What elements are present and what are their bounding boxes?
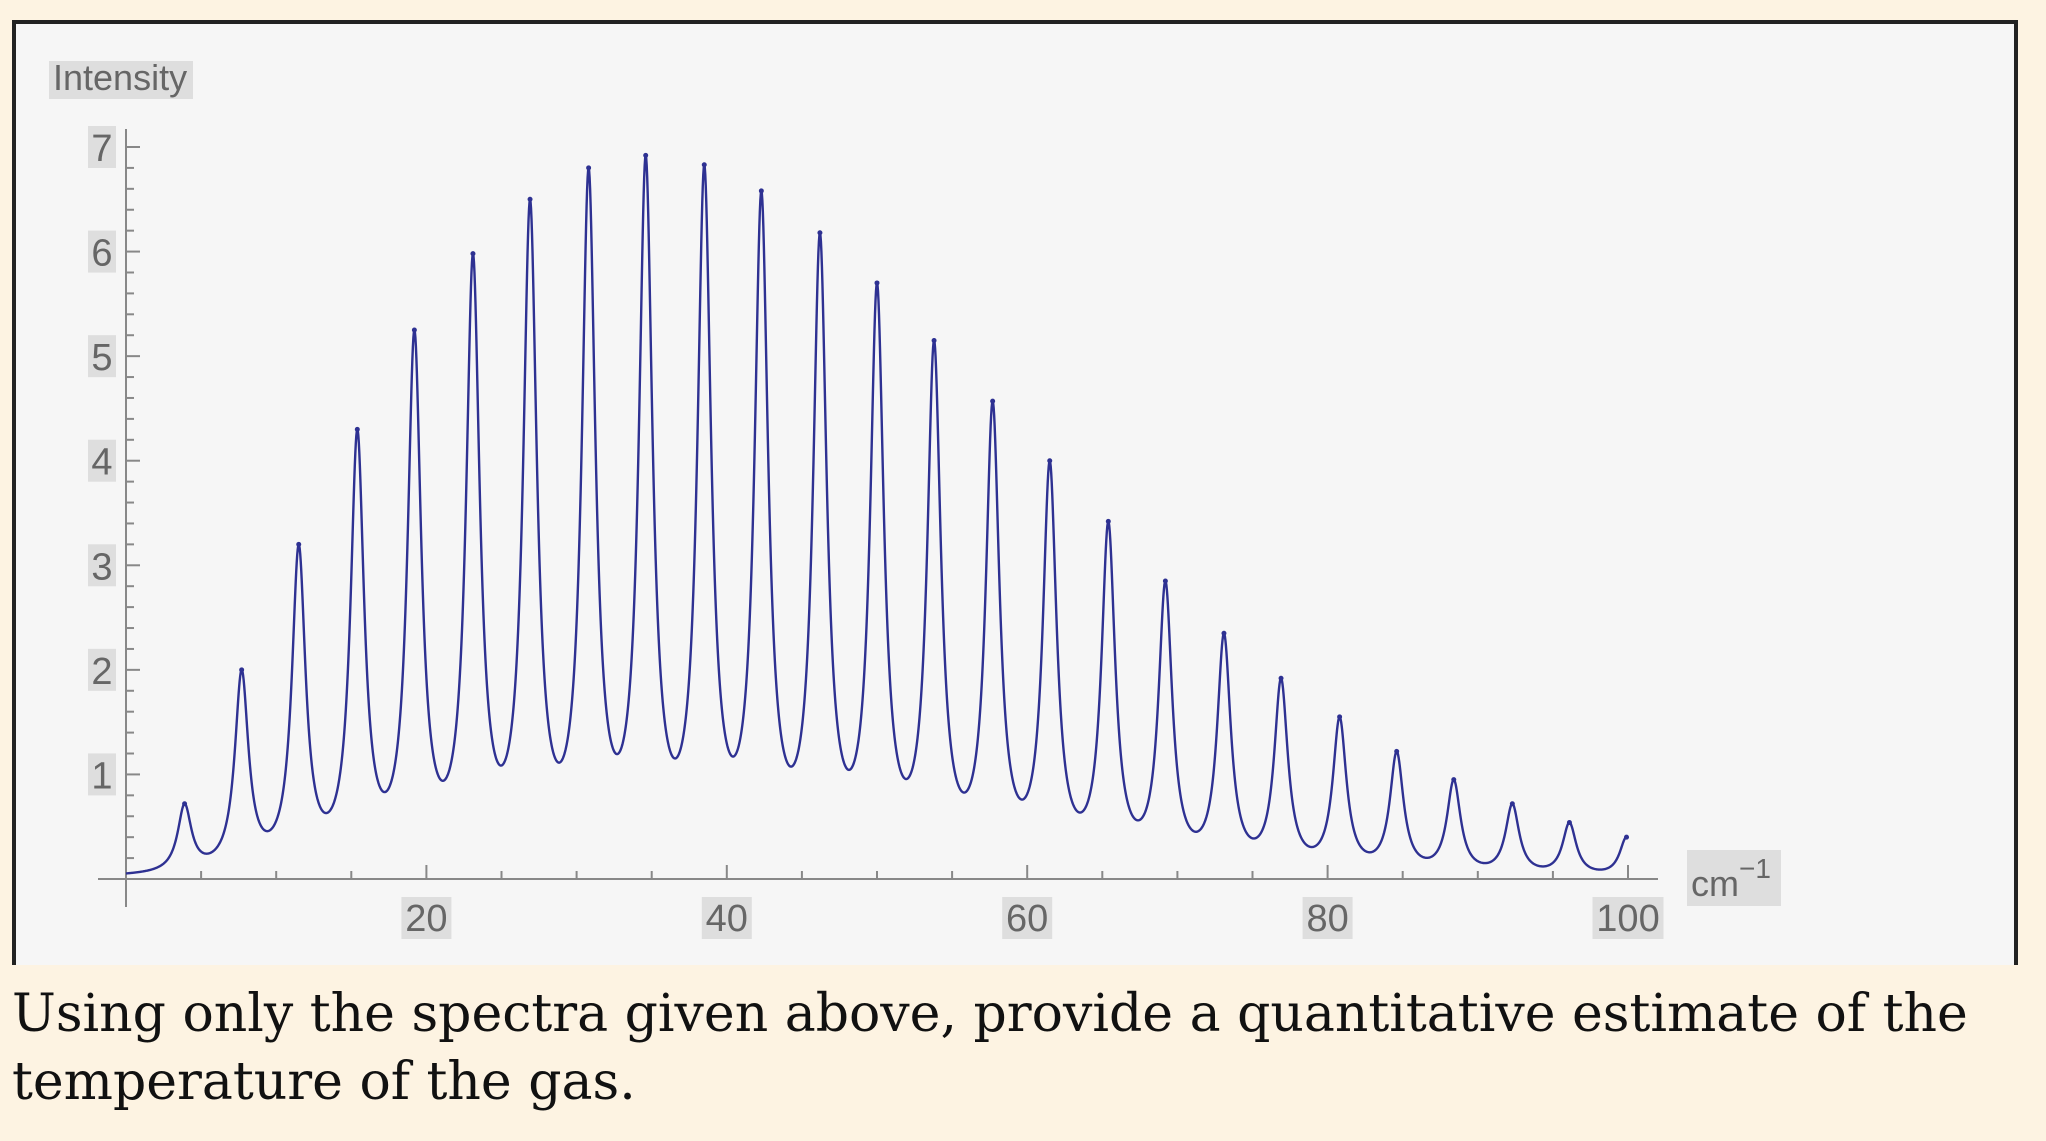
peak-marks [182, 152, 1629, 840]
y-tick-label: 6 [91, 233, 112, 275]
spectrum-peak-point [411, 327, 417, 333]
y-tick-label-background [88, 126, 116, 168]
spectrum-peak-point [758, 188, 764, 194]
x-axis-title-group: cm−1 [1687, 850, 1781, 906]
spectrum-peak-point [527, 196, 533, 202]
ticks [126, 146, 1629, 879]
spectrum-peak-point [1509, 801, 1515, 807]
y-tick-label-background [88, 648, 116, 691]
question-caption: Using only the spectra given above, prov… [12, 984, 1968, 1112]
spectrum-peak-point [817, 230, 823, 236]
x-tick-label: 60 [1006, 898, 1048, 940]
chart-frame: Intensity cm−1 20 40 60 80 100 1 2 3 4 5 6 7 [12, 20, 2018, 965]
x-axis-title-exponent: −1 [1739, 853, 1771, 884]
y-axis-title-background [49, 61, 193, 99]
y-tick-label: 5 [91, 337, 112, 379]
spectrum-peak-point [1394, 748, 1400, 754]
spectrum-peak-point [643, 152, 649, 158]
x-tick-label-background [1302, 897, 1353, 939]
y-tick-label-background [88, 335, 116, 378]
y-tick-label: 3 [91, 546, 112, 588]
y-tick-label-background [88, 753, 116, 796]
x-tick-label-background [1002, 897, 1053, 939]
x-tick-label-background [701, 897, 752, 939]
y-axis-title: Intensity [53, 57, 187, 98]
spectrum-peak-point [931, 337, 937, 343]
spectrum-peak-point [1047, 458, 1053, 464]
y-tick-label-background [88, 544, 116, 587]
spectrum-peak-point [1623, 834, 1629, 840]
spectrum-peak-point [354, 426, 360, 432]
spectrum-peak-point [182, 801, 188, 807]
x-axis-title-base: cm [1691, 863, 1739, 904]
spectrum-peak-point [701, 162, 707, 168]
spectrum-peak-point [586, 165, 592, 171]
spectrum-peak-point [1278, 675, 1284, 681]
axes [98, 129, 1658, 907]
spectrum-peak-point [470, 251, 476, 257]
spectrum-peak-point [1337, 714, 1343, 720]
spectrum-peak-point [1566, 820, 1572, 826]
x-tick-label-background [1592, 897, 1664, 939]
y-tick-label-background [88, 230, 116, 273]
y-tick-label: 7 [91, 128, 112, 170]
y-tick-label-background [88, 439, 116, 482]
spectrum-peak-point [1221, 630, 1227, 636]
y-axis-title-group: Intensity [49, 57, 193, 99]
spectrum-peak-point [1162, 578, 1168, 584]
spectrum-peak-point [1105, 518, 1111, 524]
spectrum-peak-point [990, 398, 996, 404]
x-tick-label-background [401, 897, 452, 939]
x-tick-label: 100 [1596, 898, 1659, 940]
y-tick-label: 4 [91, 442, 112, 484]
spectrum-chart: Intensity cm−1 20 40 60 80 100 1 2 3 4 5 6 7 [49, 57, 1781, 940]
x-tick-label: 40 [706, 898, 748, 940]
spectrum-line [125, 154, 1629, 875]
spectrum-peak-point [1451, 777, 1457, 783]
tick-labels: 20 40 60 80 100 1 2 3 4 5 6 7 [88, 126, 1664, 940]
y-tick-label: 2 [91, 651, 112, 693]
x-axis-title: cm−1 [1691, 853, 1771, 904]
x-tick-label: 20 [405, 898, 447, 940]
x-tick-label: 80 [1306, 898, 1348, 940]
spectrum-peak-point [239, 667, 245, 673]
y-tick-label: 1 [91, 755, 112, 797]
x-axis-title-background [1687, 850, 1781, 906]
spectrum-peak-point [296, 541, 302, 547]
spectrum-peak-point [874, 280, 880, 286]
